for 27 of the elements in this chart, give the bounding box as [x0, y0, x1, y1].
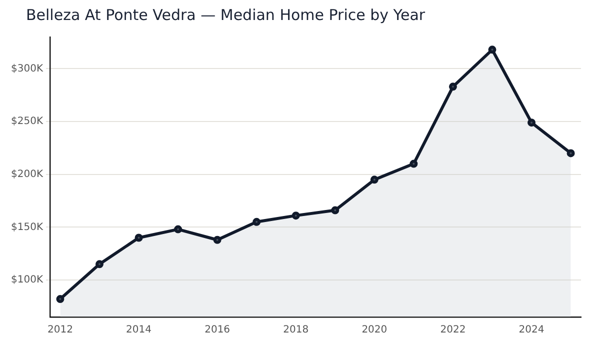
y-tick-label: $100K: [10, 274, 44, 286]
point: [370, 176, 378, 184]
x-tick-label: 2012: [47, 324, 73, 336]
point: [292, 212, 300, 220]
x-tick-label: 2022: [440, 324, 466, 336]
point: [95, 260, 104, 268]
point: [410, 160, 418, 168]
x-tick-label: 2018: [283, 324, 309, 336]
point: [566, 149, 575, 158]
y-tick-label: $200K: [10, 168, 44, 180]
point: [134, 234, 143, 242]
point: [56, 295, 64, 304]
y-tick-label: $150K: [10, 222, 44, 233]
x-tick-label: 2024: [518, 324, 544, 336]
point: [528, 118, 536, 127]
point: [213, 236, 222, 244]
x-tick-label: 2014: [126, 324, 152, 336]
point: [448, 82, 457, 91]
point: [252, 218, 261, 226]
y-tick-label: $300K: [10, 63, 44, 74]
y-tick-label: $250K: [10, 116, 44, 128]
point: [488, 46, 496, 54]
chart-title: Belleza At Ponte Vedra — Median Home Price by Year: [26, 6, 426, 24]
x-tick-label: 2016: [204, 324, 230, 336]
x-tick-label: 2020: [362, 324, 388, 336]
point: [174, 225, 182, 234]
point: [331, 206, 340, 214]
